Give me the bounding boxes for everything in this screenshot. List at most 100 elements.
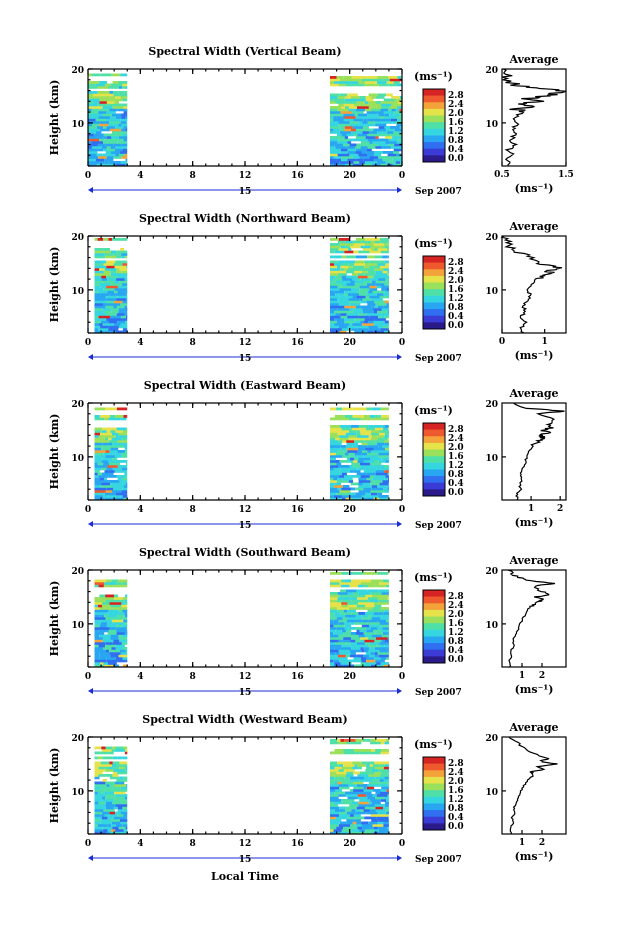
heatmap-cell [104, 158, 114, 162]
heatmap-cell [110, 637, 119, 640]
heatmap-cell [349, 290, 358, 294]
heatmap-cell [111, 647, 116, 650]
colorbar-swatch [423, 462, 445, 470]
heatmap-cell [372, 435, 377, 438]
heatmap-cell [338, 325, 348, 329]
heatmap-cell [122, 430, 128, 433]
heatmap-cell [388, 295, 389, 299]
heatmap-cell [115, 146, 121, 149]
heatmap-cell [122, 83, 128, 87]
heatmap-cell [105, 806, 114, 810]
heatmap-cell [374, 647, 379, 650]
colorbar-tick-label: 1.2 [448, 628, 464, 638]
heatmap-cell [378, 455, 389, 458]
heatmap-cell [115, 829, 124, 832]
heatmap-cell [357, 106, 369, 109]
colorbar-swatch [423, 482, 445, 490]
heatmap-cell [356, 632, 364, 635]
heatmap-cell [120, 649, 126, 653]
heatmap-cell [367, 330, 374, 334]
heatmap-cell [348, 435, 357, 438]
heatmap-cell [118, 123, 122, 127]
heatmap-cell [335, 101, 346, 104]
heatmap-cell [94, 315, 99, 319]
y-tick-label: 20 [71, 567, 84, 577]
heatmap-cell [348, 108, 356, 112]
heatmap-cell [369, 642, 380, 645]
colorbar-swatch [423, 590, 445, 597]
heatmap-cell [330, 136, 338, 139]
heatmap-cell [112, 131, 116, 134]
average-units: (ms⁻¹) [515, 516, 554, 529]
heatmap-cell [114, 447, 119, 451]
heatmap-cell [366, 151, 375, 154]
heatmap-cell [94, 624, 100, 628]
heatmap-cell [112, 497, 124, 501]
heatmap-cell [366, 111, 378, 114]
heatmap-cell [337, 153, 350, 157]
heatmap-cell [386, 133, 391, 137]
heatmap-cell [373, 826, 378, 830]
heatmap-cell [126, 121, 128, 124]
heatmap-cell [106, 784, 110, 787]
heatmap-cell [330, 806, 340, 810]
heatmap-cell [105, 407, 117, 411]
heatmap-cell [110, 447, 115, 451]
heatmap-cell [349, 607, 361, 610]
heatmap-cell [115, 657, 123, 660]
heatmap-cell [360, 809, 364, 812]
heatmap-cell [120, 151, 128, 154]
heatmap-cell [108, 766, 113, 770]
heatmap-cell [368, 801, 372, 805]
heatmap-cell [94, 746, 102, 750]
heatmap-cell [122, 148, 128, 152]
heatmap-cell [125, 158, 128, 162]
heatmap-cell [122, 482, 126, 486]
heatmap-cell [377, 572, 389, 575]
heatmap-cell [330, 482, 335, 486]
heatmap-cell [125, 594, 128, 598]
heatmap-cell [355, 138, 363, 142]
heatmap-cell [378, 437, 388, 441]
heatmap-cell [353, 161, 360, 164]
heatmap-cell [371, 417, 381, 421]
heatmap-cell [367, 275, 374, 279]
heatmap-cell [120, 248, 124, 251]
heatmap-cell [94, 781, 106, 785]
heatmap-cell [110, 270, 117, 274]
heatmap-cell [330, 584, 341, 588]
y-tick-label: 10 [71, 120, 84, 130]
heatmap-cell [94, 320, 101, 324]
heatmap-cell [344, 98, 355, 102]
heatmap-cell [344, 136, 349, 139]
colorbar-swatch [423, 309, 445, 317]
heatmap-cell [349, 597, 357, 600]
heatmap-cell [365, 594, 372, 598]
heatmap-cell [99, 657, 107, 660]
heatmap-cell [388, 482, 389, 486]
heatmap-cell [110, 96, 116, 99]
heatmap-cell [112, 764, 116, 767]
heatmap-cell [362, 131, 370, 134]
heatmap-cell [376, 467, 381, 471]
heatmap-cell [330, 599, 337, 603]
heatmap-cell [340, 313, 347, 316]
heatmap-cell [350, 652, 356, 655]
heatmap-cell [118, 634, 123, 638]
heatmap-cell [370, 278, 379, 281]
heatmap-cell [94, 612, 102, 615]
heatmap-cell [388, 816, 389, 820]
colorbar-units: (ms⁻¹) [414, 404, 453, 417]
heatmap-cell [112, 801, 122, 805]
heatmap-cell [112, 761, 120, 765]
heatmap-cell [372, 794, 377, 797]
heatmap-cell [366, 477, 373, 481]
heatmap-cell [94, 293, 101, 296]
heatmap-cell [341, 106, 345, 109]
heatmap-cell [106, 624, 117, 628]
x-tick-label: 12 [239, 338, 252, 348]
heatmap-cell [370, 298, 383, 301]
heatmap-cell [350, 634, 359, 638]
heatmap-cell [361, 824, 373, 827]
heatmap-cell [339, 786, 350, 790]
